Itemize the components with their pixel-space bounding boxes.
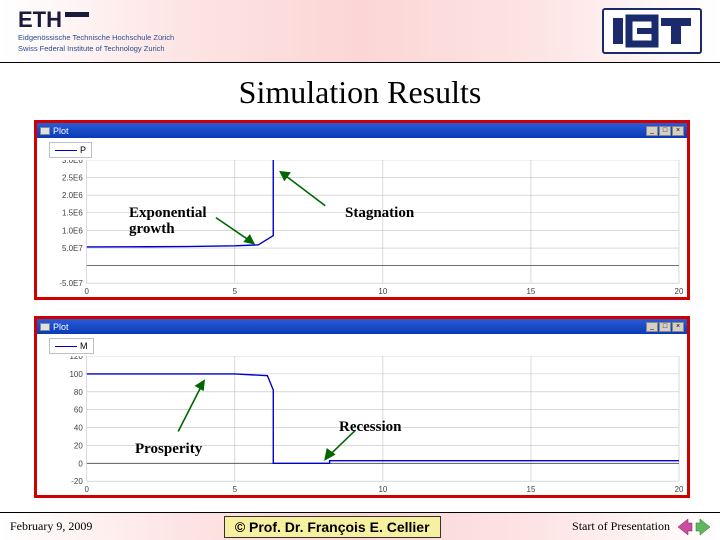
minimize-button[interactable]: _ <box>646 126 658 136</box>
svg-text:5.0E7: 5.0E7 <box>62 244 83 253</box>
svg-text:10: 10 <box>378 485 387 494</box>
svg-text:10: 10 <box>378 287 387 296</box>
plot-bottom-titlebar: Plot _ □ × <box>37 319 687 334</box>
svg-text:-20: -20 <box>71 477 83 486</box>
plot-top-title-text: Plot <box>53 126 69 136</box>
nav-arrows <box>678 518 710 536</box>
footer-author: © Prof. Dr. François E. Cellier <box>224 516 441 538</box>
svg-text:80: 80 <box>74 388 83 397</box>
minimize-button[interactable]: _ <box>646 322 658 332</box>
plot-top-title: Plot <box>40 126 69 136</box>
plot-bottom: Plot _ □ × M <box>34 316 690 498</box>
annot-stagnation: Stagnation <box>345 206 414 222</box>
annot-exp-growth: Exponential growth <box>129 206 207 238</box>
annot-recession: Recession <box>339 420 402 436</box>
svg-text:3.0E6: 3.0E6 <box>62 160 83 165</box>
eth-mark: ETH <box>18 9 174 31</box>
window-controls: _ □ × <box>646 126 684 136</box>
footer-date: February 9, 2009 <box>10 519 92 534</box>
annot-prosperity: Prosperity <box>135 442 202 458</box>
legend-label-m: M <box>80 341 88 351</box>
legend-line-icon <box>55 346 77 347</box>
window-controls-bottom: _ □ × <box>646 322 684 332</box>
svg-text:0: 0 <box>85 485 90 494</box>
plot-bottom-title-text: Plot <box>53 322 69 332</box>
svg-text:0: 0 <box>85 287 90 296</box>
svg-text:5: 5 <box>233 287 238 296</box>
maximize-button[interactable]: □ <box>659 126 671 136</box>
svg-text:-5.0E7: -5.0E7 <box>59 279 83 288</box>
annot-exp-growth-l1: Exponential <box>129 205 207 221</box>
page-title: Simulation Results <box>0 74 720 111</box>
window-icon <box>40 127 50 135</box>
header-rule <box>0 62 720 63</box>
legend-line-icon <box>55 150 77 151</box>
footer: February 9, 2009 © Prof. Dr. François E.… <box>0 512 720 540</box>
svg-text:15: 15 <box>527 485 536 494</box>
close-button[interactable]: × <box>672 126 684 136</box>
maximize-button[interactable]: □ <box>659 322 671 332</box>
eth-sub2: Swiss Federal Institute of Technology Zu… <box>18 44 174 53</box>
eth-sub1: Eidgenössische Technische Hochschule Zür… <box>18 33 174 42</box>
plot-bottom-title: Plot <box>40 322 69 332</box>
plot-top-titlebar: Plot _ □ × <box>37 123 687 138</box>
plot-top-area: P 3.0E6 2.5E6 2. <box>37 138 687 297</box>
plot-bottom-legend: M <box>49 338 94 354</box>
svg-text:5: 5 <box>233 485 238 494</box>
svg-text:20: 20 <box>675 485 683 494</box>
footer-start[interactable]: Start of Presentation <box>572 519 670 534</box>
footer-right: Start of Presentation <box>572 518 710 536</box>
header-band: ETH Eidgenössische Technische Hochschule… <box>0 0 720 62</box>
eth-logo: ETH Eidgenössische Technische Hochschule… <box>18 9 174 53</box>
svg-text:20: 20 <box>675 287 683 296</box>
svg-text:2.0E6: 2.0E6 <box>62 191 83 200</box>
plot-top: Plot _ □ × P <box>34 120 690 300</box>
annot-exp-growth-l2: growth <box>129 221 175 237</box>
svg-text:1.0E6: 1.0E6 <box>62 226 83 235</box>
eth-mark-text: ETH <box>18 9 62 31</box>
window-icon <box>40 323 50 331</box>
svg-text:0: 0 <box>78 459 83 468</box>
svg-text:20: 20 <box>74 441 83 450</box>
plot-top-legend: P <box>49 142 92 158</box>
close-button[interactable]: × <box>672 322 684 332</box>
iet-logo <box>602 8 702 54</box>
svg-text:40: 40 <box>74 424 83 433</box>
nav-back-icon[interactable] <box>678 519 692 535</box>
svg-text:120: 120 <box>70 356 84 361</box>
svg-text:60: 60 <box>74 406 83 415</box>
svg-text:100: 100 <box>70 370 84 379</box>
eth-bar-icon <box>65 12 89 17</box>
svg-text:2.5E6: 2.5E6 <box>62 174 83 183</box>
svg-text:15: 15 <box>526 287 535 296</box>
plot-bottom-area: M 120 100 80 60 <box>37 334 687 495</box>
svg-text:1.5E6: 1.5E6 <box>62 209 83 218</box>
nav-forward-icon[interactable] <box>696 519 710 535</box>
legend-label: P <box>80 145 86 155</box>
